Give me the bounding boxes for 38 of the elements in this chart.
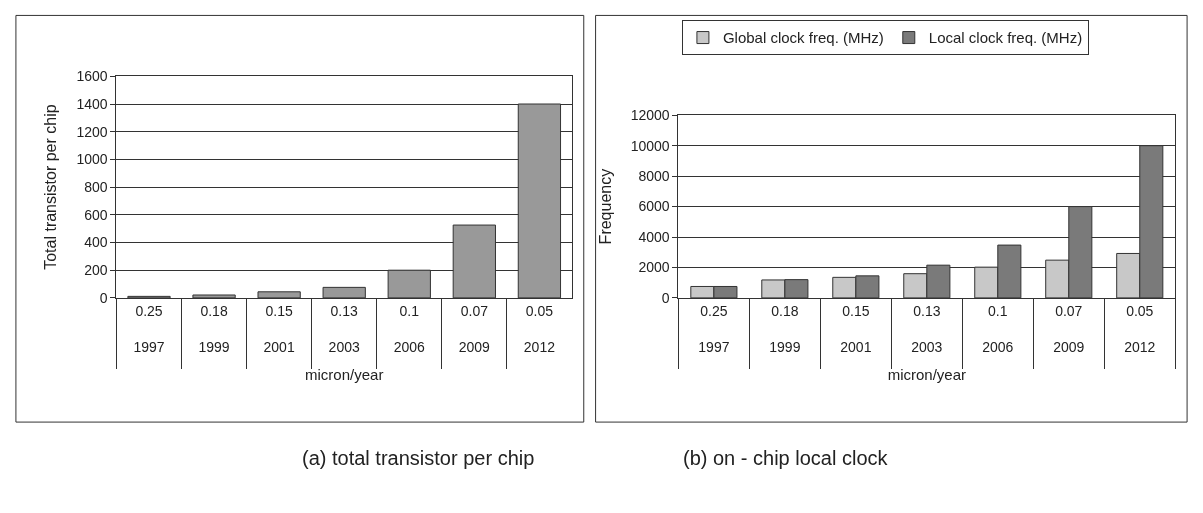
x-axis-title: micron/year <box>887 366 966 384</box>
y-tick-label: 2000 <box>638 259 670 276</box>
legend-label: Global clock freq. (MHz) <box>722 29 884 47</box>
y-tick-label: 0 <box>99 289 108 306</box>
category-label: 0.13 2003 <box>328 302 360 356</box>
y-tick-label: 400 <box>84 234 108 251</box>
category-label: 0.05 2012 <box>523 302 555 356</box>
y-axis-title: Total transistor per chip <box>42 104 60 270</box>
y-tick-label: 6000 <box>638 198 670 215</box>
y-tick-label: 800 <box>84 179 108 195</box>
y-tick-label: 10000 <box>630 137 670 154</box>
y-tick-label: 600 <box>84 206 108 223</box>
category-label: 0.25 1997 <box>133 302 165 356</box>
text: (a) total transistor per chip <box>302 447 535 469</box>
y-tick-label: 1000 <box>76 151 108 168</box>
category-label: 0.1 2006 <box>982 302 1014 356</box>
category-label: 0.05 2012 <box>1124 302 1156 356</box>
legend-label: Local clock freq. (MHz) <box>928 29 1083 47</box>
category-label: 0.18 1999 <box>769 302 801 356</box>
y-tick-label: 8000 <box>638 168 670 185</box>
category-label: 0.1 2006 <box>393 302 425 356</box>
y-tick-label: 1600 <box>76 68 108 85</box>
category-label: 0.15 2001 <box>840 302 872 356</box>
text: (b) on - chip local clock <box>683 447 889 469</box>
category-label: 0.25 1997 <box>698 302 730 356</box>
category-label: 0.07 2009 <box>1053 302 1085 356</box>
category-label: 0.18 1999 <box>198 302 230 356</box>
y-tick-label: 1400 <box>76 95 108 112</box>
x-axis-title: micron/year <box>305 366 384 384</box>
y-tick-label: 200 <box>84 262 108 279</box>
y-tick-label: 1200 <box>76 123 108 140</box>
y-tick-label: 4000 <box>638 228 670 245</box>
category-label: 0.07 2009 <box>458 302 490 356</box>
category-label: 0.15 2001 <box>263 302 295 356</box>
category-label: 0.13 2003 <box>911 302 943 356</box>
y-tick-label: 0 <box>661 289 670 306</box>
y-axis-title: Frequency <box>596 168 614 245</box>
y-tick-label: 12000 <box>630 107 670 124</box>
